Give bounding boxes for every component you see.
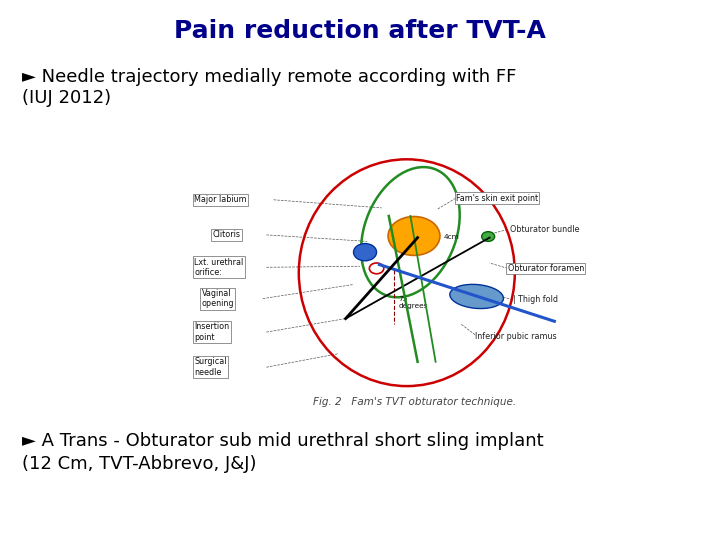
Text: Surgical
needle: Surgical needle [194,357,227,377]
Text: Major labium: Major labium [194,195,247,204]
Text: (IUJ 2012): (IUJ 2012) [22,89,111,107]
Ellipse shape [388,217,440,255]
Text: ► A Trans - Obturator sub mid urethral short sling implant: ► A Trans - Obturator sub mid urethral s… [22,432,543,450]
Ellipse shape [450,285,503,308]
Text: Clitoris: Clitoris [212,231,240,239]
Text: Vaginal
opening: Vaginal opening [202,289,234,308]
Text: Fam's skin exit point: Fam's skin exit point [456,194,538,202]
Text: 4cm: 4cm [444,233,459,240]
Text: | Thigh fold: | Thigh fold [513,295,559,304]
Text: ► Needle trajectory medially remote according with FF: ► Needle trajectory medially remote acco… [22,68,516,85]
Text: Pain reduction after TVT-A: Pain reduction after TVT-A [174,19,546,43]
Text: Fig. 2   Fam's TVT obturator technique.: Fig. 2 Fam's TVT obturator technique. [313,397,516,407]
Text: Obturator foramen: Obturator foramen [508,264,584,273]
Ellipse shape [354,244,377,261]
Text: 75
degrees: 75 degrees [398,296,428,309]
Text: (12 Cm, TVT-Abbrevo, J&J): (12 Cm, TVT-Abbrevo, J&J) [22,455,256,472]
Ellipse shape [482,232,495,241]
Text: Inferior pubic ramus: Inferior pubic ramus [475,332,557,341]
Text: Obturator bundle: Obturator bundle [510,225,580,234]
Text: Insertion
point: Insertion point [194,322,230,342]
Text: Lxt. urethral
orifice:: Lxt. urethral orifice: [194,258,243,277]
